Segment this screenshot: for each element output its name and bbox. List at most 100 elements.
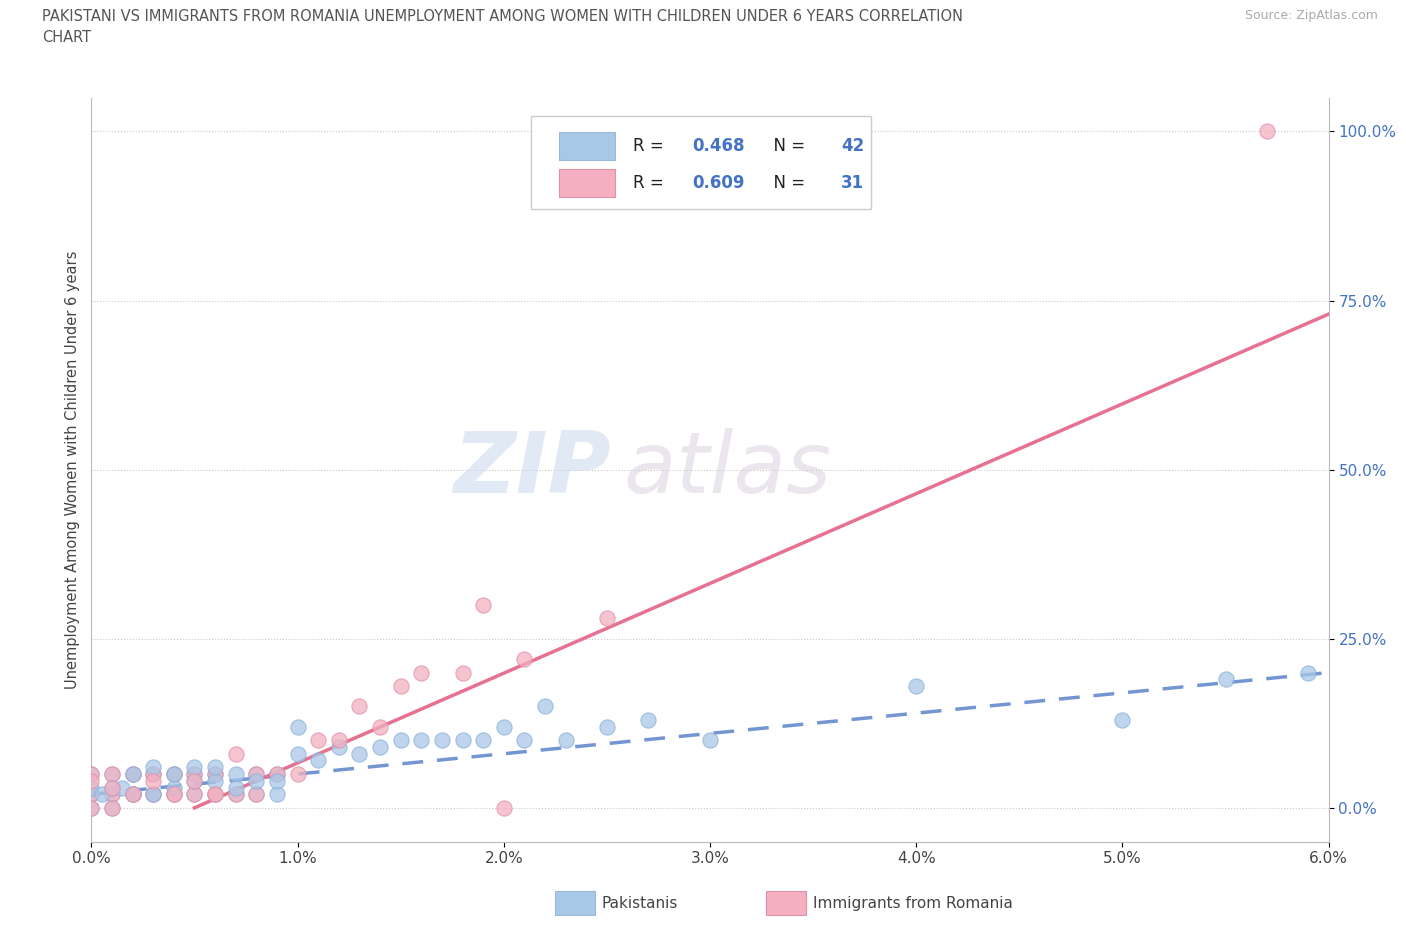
Point: [142, 787, 165, 802]
Point: [183, 787, 205, 802]
Point: [183, 787, 205, 802]
FancyBboxPatch shape: [560, 132, 614, 160]
Point: [430, 733, 453, 748]
Text: R =: R =: [633, 174, 669, 193]
Point: [80, 780, 103, 795]
Point: [266, 766, 288, 781]
Point: [101, 780, 124, 795]
Point: [245, 766, 267, 781]
Point: [513, 733, 536, 748]
Point: [368, 739, 391, 754]
Point: [80, 774, 103, 789]
Point: [225, 787, 247, 802]
Point: [80, 787, 103, 802]
Point: [245, 766, 267, 781]
Point: [596, 611, 619, 626]
Point: [142, 774, 165, 789]
Point: [513, 652, 536, 667]
Y-axis label: Unemployment Among Women with Children Under 6 years: Unemployment Among Women with Children U…: [65, 250, 80, 689]
Point: [142, 766, 165, 781]
Point: [225, 780, 247, 795]
Point: [245, 787, 267, 802]
Point: [225, 746, 247, 761]
Point: [451, 665, 474, 680]
Point: [142, 787, 165, 802]
Point: [80, 766, 103, 781]
Point: [411, 733, 433, 748]
Point: [389, 733, 412, 748]
Point: [121, 787, 143, 802]
Point: [183, 766, 205, 781]
Point: [80, 801, 103, 816]
Point: [1215, 671, 1237, 686]
Point: [554, 733, 576, 748]
Text: ZIP: ZIP: [453, 428, 612, 512]
Point: [121, 766, 143, 781]
Point: [905, 679, 928, 694]
FancyBboxPatch shape: [560, 169, 614, 197]
Text: CHART: CHART: [42, 30, 91, 45]
Point: [121, 787, 143, 802]
Point: [368, 719, 391, 734]
Point: [328, 739, 350, 754]
Point: [183, 774, 205, 789]
Point: [287, 766, 309, 781]
Point: [349, 699, 371, 714]
Point: [101, 787, 124, 802]
Point: [163, 766, 186, 781]
Point: [534, 699, 557, 714]
Point: [266, 774, 288, 789]
Point: [163, 787, 186, 802]
Point: [101, 766, 124, 781]
Point: [328, 733, 350, 748]
Point: [121, 787, 143, 802]
Point: [266, 787, 288, 802]
Point: [637, 712, 659, 727]
Point: [287, 746, 309, 761]
FancyBboxPatch shape: [530, 116, 870, 209]
Point: [183, 774, 205, 789]
Point: [111, 780, 134, 795]
Point: [1111, 712, 1133, 727]
Point: [101, 787, 124, 802]
Point: [90, 787, 112, 802]
Point: [1256, 124, 1278, 139]
Text: Pakistanis: Pakistanis: [602, 896, 678, 910]
Point: [80, 801, 103, 816]
Point: [101, 780, 124, 795]
Point: [183, 760, 205, 775]
Point: [142, 766, 165, 781]
Point: [287, 719, 309, 734]
Text: Source: ZipAtlas.com: Source: ZipAtlas.com: [1244, 9, 1378, 22]
Point: [80, 787, 103, 802]
Point: [204, 766, 226, 781]
Point: [245, 787, 267, 802]
Point: [266, 766, 288, 781]
Text: N =: N =: [763, 174, 811, 193]
Text: 31: 31: [841, 174, 865, 193]
Point: [411, 665, 433, 680]
Point: [472, 597, 495, 612]
Point: [204, 787, 226, 802]
Point: [307, 733, 329, 748]
Point: [596, 719, 619, 734]
Point: [307, 753, 329, 768]
Point: [121, 766, 143, 781]
Point: [101, 801, 124, 816]
Point: [121, 787, 143, 802]
Point: [163, 787, 186, 802]
Point: [1296, 665, 1319, 680]
Point: [80, 766, 103, 781]
Point: [163, 766, 186, 781]
Point: [225, 787, 247, 802]
Text: PAKISTANI VS IMMIGRANTS FROM ROMANIA UNEMPLOYMENT AMONG WOMEN WITH CHILDREN UNDE: PAKISTANI VS IMMIGRANTS FROM ROMANIA UNE…: [42, 9, 963, 24]
Point: [163, 787, 186, 802]
Point: [349, 746, 371, 761]
Point: [121, 766, 143, 781]
Point: [163, 780, 186, 795]
Point: [101, 801, 124, 816]
Point: [204, 760, 226, 775]
Point: [492, 719, 515, 734]
Point: [204, 774, 226, 789]
Point: [204, 787, 226, 802]
